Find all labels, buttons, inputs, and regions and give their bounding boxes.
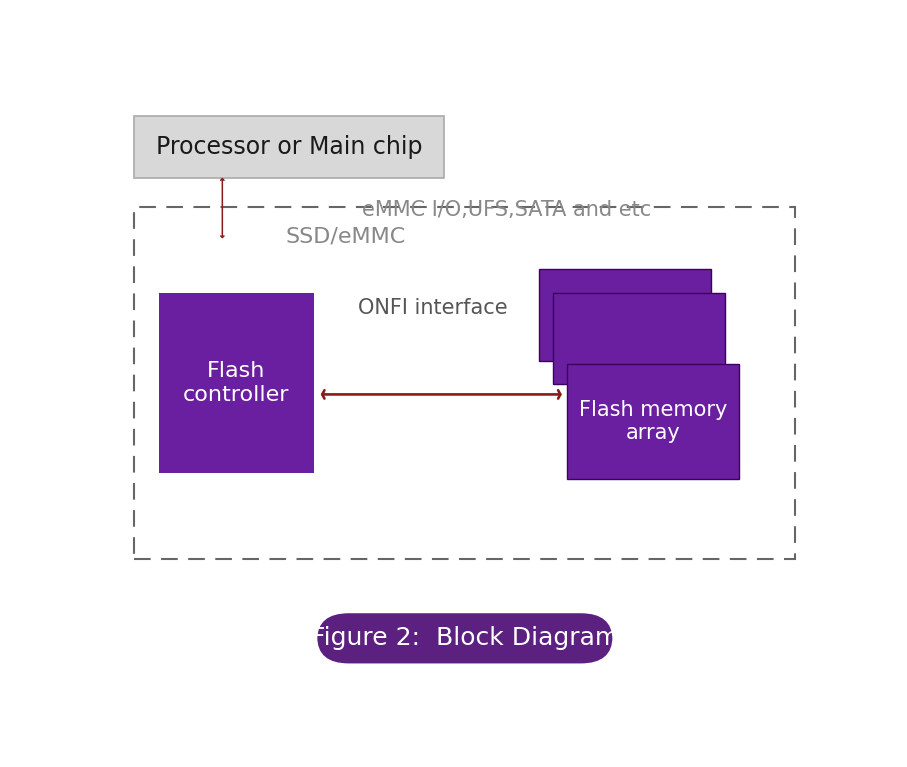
Bar [567,364,739,479]
Bar [552,293,725,384]
FancyBboxPatch shape [317,614,612,663]
Bar [159,293,314,473]
Text: Flash
controller: Flash controller [183,361,289,404]
Text: Processor or Main chip: Processor or Main chip [156,135,423,159]
Text: Flash memory
array: Flash memory array [579,400,727,443]
Text: SSD/eMMC: SSD/eMMC [285,227,405,247]
Text: ONFI interface: ONFI interface [358,298,508,318]
Bar [539,269,711,360]
Text: Figure 2:  Block Diagram: Figure 2: Block Diagram [311,627,619,650]
Text: eMMC I/O,UFS,SATA and etc: eMMC I/O,UFS,SATA and etc [363,200,651,220]
Bar [134,207,795,558]
Bar [134,116,444,178]
